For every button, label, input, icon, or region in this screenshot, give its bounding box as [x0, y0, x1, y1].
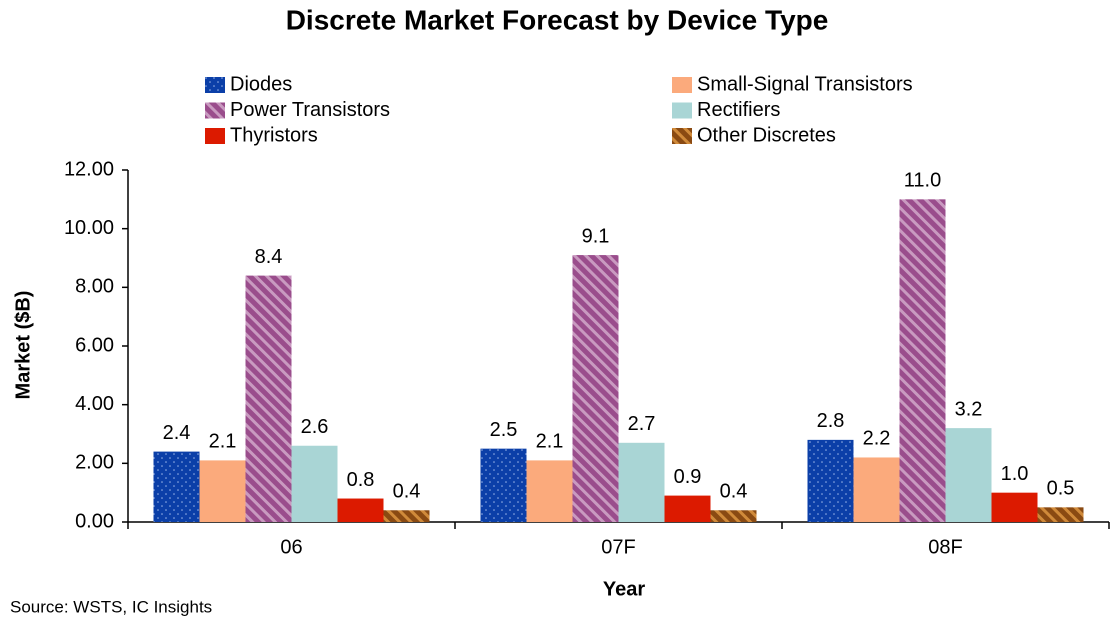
bar: [853, 457, 900, 522]
legend-swatch: [205, 77, 225, 93]
source-note: Source: WSTS, IC Insights: [10, 597, 212, 616]
y-tick-label: 4.00: [75, 393, 114, 415]
value-label: 3.2: [955, 398, 983, 420]
x-axis-title: Year: [603, 578, 645, 600]
value-label: 2.4: [163, 422, 191, 444]
value-label: 2.8: [817, 410, 845, 432]
bar: [710, 510, 757, 522]
x-tick-label: 07F: [601, 536, 635, 558]
legend-label: Rectifiers: [697, 99, 780, 121]
bar: [807, 439, 854, 522]
value-label: 2.5: [490, 419, 518, 441]
bar: [245, 275, 292, 522]
x-tick-label: 08F: [928, 536, 962, 558]
y-tick-label: 8.00: [75, 276, 114, 298]
legend-swatch: [205, 102, 225, 119]
value-label: 2.1: [536, 431, 564, 453]
bar: [618, 442, 665, 522]
bar: [480, 448, 527, 522]
value-label: 2.7: [628, 413, 656, 435]
bar: [945, 428, 992, 522]
value-label: 0.4: [393, 481, 421, 503]
bar: [383, 510, 430, 522]
bar: [337, 498, 384, 522]
chart-title: Discrete Market Forecast by Device Type: [286, 4, 829, 35]
legend-label: Diodes: [230, 73, 292, 95]
legend-swatch: [672, 102, 692, 119]
bar: [1037, 507, 1084, 522]
value-label: 1.0: [1001, 463, 1029, 485]
bar: [526, 460, 573, 522]
bar: [572, 255, 619, 523]
bar: [153, 451, 200, 522]
legend-swatch: [205, 128, 225, 144]
bar: [291, 445, 338, 522]
y-tick-label: 2.00: [75, 452, 114, 474]
y-tick-label: 6.00: [75, 334, 114, 356]
bar: [899, 199, 946, 523]
bar: [664, 495, 711, 522]
value-label: 0.5: [1047, 478, 1075, 500]
y-tick-label: 10.00: [64, 217, 114, 239]
bar: [199, 460, 246, 522]
value-label: 0.4: [720, 481, 748, 503]
legend-label: Power Transistors: [230, 99, 390, 121]
bar: [991, 492, 1038, 522]
value-label: 11.0: [904, 170, 941, 192]
value-label: 2.2: [863, 428, 891, 450]
value-label: 0.8: [347, 469, 375, 491]
legend-label: Thyristors: [230, 124, 318, 146]
y-axis-title: Market ($B): [12, 291, 34, 400]
legend-label: Other Discretes: [697, 124, 836, 146]
value-label: 0.9: [674, 466, 702, 488]
legend-label: Small-Signal Transistors: [697, 73, 913, 95]
value-label: 9.1: [582, 225, 610, 247]
legend-swatch: [672, 77, 692, 93]
y-tick-label: 0.00: [75, 510, 114, 532]
value-label: 2.6: [301, 416, 329, 438]
y-tick-label: 12.00: [64, 158, 114, 180]
value-label: 2.1: [209, 431, 237, 453]
legend-swatch: [672, 128, 692, 144]
value-label: 8.4: [255, 246, 283, 268]
x-tick-label: 06: [280, 536, 302, 558]
